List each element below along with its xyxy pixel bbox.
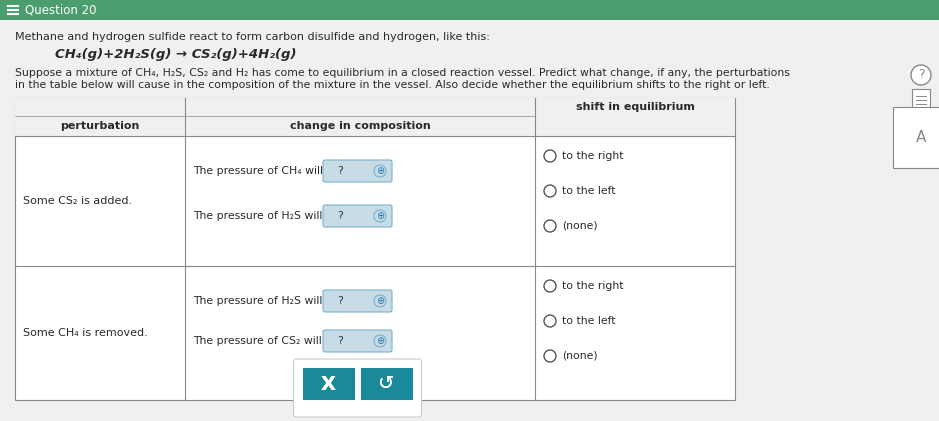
Text: ?: ?	[917, 69, 924, 82]
Text: A: A	[916, 130, 926, 145]
Text: ?: ?	[337, 166, 343, 176]
FancyBboxPatch shape	[323, 290, 392, 312]
Circle shape	[374, 335, 386, 347]
Circle shape	[544, 220, 556, 232]
Text: The pressure of CS₂ will: The pressure of CS₂ will	[193, 336, 322, 346]
Text: Some CS₂ is added.: Some CS₂ is added.	[23, 196, 132, 206]
Text: CH₄(g)+2H₂S(g) → CS₂(g)+4H₂(g): CH₄(g)+2H₂S(g) → CS₂(g)+4H₂(g)	[55, 48, 297, 61]
Circle shape	[544, 280, 556, 292]
Text: ⊕: ⊕	[376, 166, 384, 176]
Text: to the right: to the right	[562, 151, 623, 161]
Text: ?: ?	[337, 211, 343, 221]
Circle shape	[544, 185, 556, 197]
FancyBboxPatch shape	[302, 368, 355, 400]
FancyBboxPatch shape	[361, 368, 412, 400]
Text: ðb: ðb	[912, 115, 928, 128]
Text: Methane and hydrogen sulfide react to form carbon disulfide and hydrogen, like t: Methane and hydrogen sulfide react to fo…	[15, 32, 490, 42]
Text: ?: ?	[337, 296, 343, 306]
Text: (none): (none)	[562, 351, 597, 361]
Text: change in composition: change in composition	[289, 121, 430, 131]
Text: The pressure of CH₄ will: The pressure of CH₄ will	[193, 166, 323, 176]
FancyBboxPatch shape	[0, 20, 939, 421]
Text: X: X	[321, 375, 336, 394]
FancyBboxPatch shape	[323, 330, 392, 352]
Text: perturbation: perturbation	[60, 121, 140, 131]
Text: to the right: to the right	[562, 281, 623, 291]
FancyBboxPatch shape	[15, 98, 735, 400]
Text: shift in equilibrium: shift in equilibrium	[576, 102, 695, 112]
Circle shape	[374, 165, 386, 177]
Text: to the left: to the left	[562, 316, 615, 326]
Text: The pressure of H₂S will: The pressure of H₂S will	[193, 211, 322, 221]
Text: Question 20: Question 20	[25, 3, 97, 16]
Text: ↺: ↺	[378, 375, 394, 394]
Text: Suppose a mixture of CH₄, H₂S, CS₂ and H₂ has come to equilibrium in a closed re: Suppose a mixture of CH₄, H₂S, CS₂ and H…	[15, 68, 790, 78]
Text: ⊕: ⊕	[376, 211, 384, 221]
Circle shape	[374, 295, 386, 307]
Text: X: X	[321, 375, 336, 394]
FancyBboxPatch shape	[0, 0, 939, 20]
FancyBboxPatch shape	[294, 359, 422, 417]
FancyBboxPatch shape	[912, 89, 930, 109]
Text: ?: ?	[337, 336, 343, 346]
Text: ↺: ↺	[378, 375, 394, 394]
Text: in the table below will cause in the composition of the mixture in the vessel. A: in the table below will cause in the com…	[15, 80, 770, 90]
Circle shape	[911, 65, 931, 85]
Text: The pressure of H₂S will: The pressure of H₂S will	[193, 296, 322, 306]
FancyBboxPatch shape	[302, 368, 355, 400]
Circle shape	[544, 315, 556, 327]
Text: ⊕: ⊕	[376, 336, 384, 346]
Circle shape	[544, 150, 556, 162]
Text: (none): (none)	[562, 221, 597, 231]
FancyBboxPatch shape	[361, 368, 412, 400]
FancyBboxPatch shape	[323, 160, 392, 182]
Text: to the left: to the left	[562, 186, 615, 196]
Circle shape	[374, 210, 386, 222]
FancyBboxPatch shape	[323, 205, 392, 227]
FancyBboxPatch shape	[15, 98, 735, 136]
Circle shape	[544, 350, 556, 362]
Text: ⊕: ⊕	[376, 296, 384, 306]
Text: Some CH₄ is removed.: Some CH₄ is removed.	[23, 328, 147, 338]
